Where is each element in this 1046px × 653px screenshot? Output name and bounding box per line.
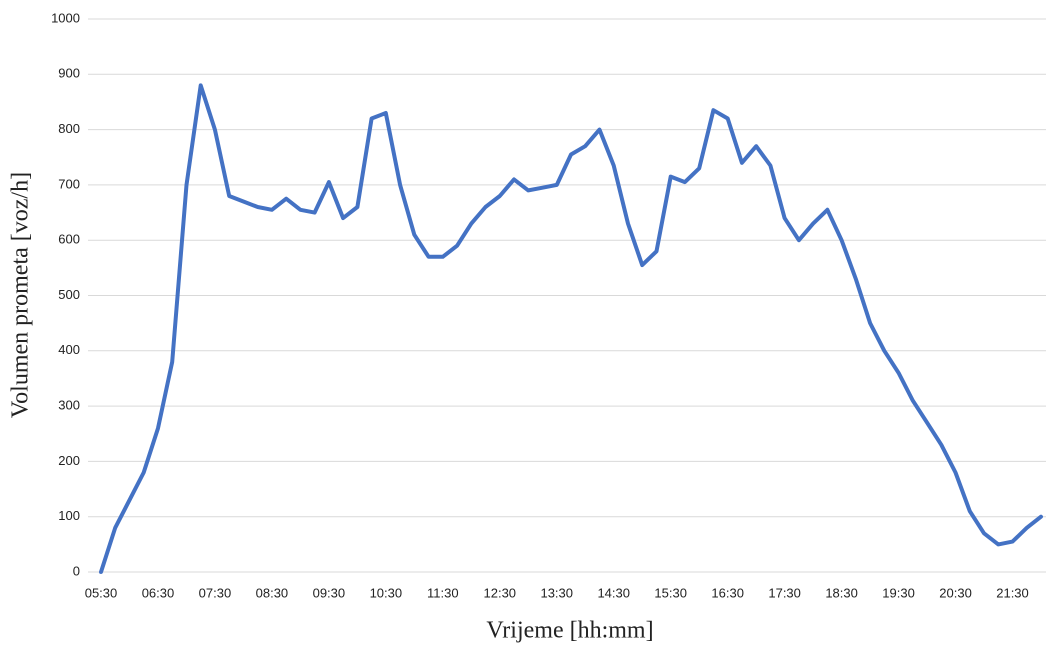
y-axis-title: Volumen prometa [voz/h] [8, 172, 34, 418]
x-tick-label: 14:30 [597, 585, 630, 600]
x-tick-label: 11:30 [427, 585, 459, 600]
y-tick-label: 800 [58, 121, 80, 136]
y-tick-label: 100 [58, 508, 80, 523]
x-tick-label: 05:30 [85, 585, 118, 600]
x-tick-label: 10:30 [370, 585, 403, 600]
x-tick-label: 12:30 [484, 585, 517, 600]
x-tick-label: 15:30 [654, 585, 687, 600]
x-tick-label: 19:30 [882, 585, 915, 600]
y-tick-label: 1000 [51, 10, 80, 25]
x-tick-label: 13:30 [540, 585, 573, 600]
x-tick-label: 07:30 [199, 585, 232, 600]
y-tick-label: 200 [58, 453, 80, 468]
x-tick-label: 21:30 [996, 585, 1029, 600]
x-tick-label: 18:30 [825, 585, 858, 600]
data-line [99, 83, 1043, 574]
x-tick-label: 06:30 [142, 585, 175, 600]
x-tick-label: 17:30 [768, 585, 801, 600]
x-tick-label: 20:30 [939, 585, 972, 600]
x-tick-label: 08:30 [256, 585, 289, 600]
y-tick-label: 500 [58, 287, 80, 302]
y-tick-label: 600 [58, 232, 80, 247]
x-tick-label: 16:30 [711, 585, 744, 600]
y-tick-label: 0 [73, 563, 80, 578]
y-tick-label: 400 [58, 342, 80, 357]
x-tick-label: 09:30 [313, 585, 346, 600]
x-axis-title: Vrijeme [hh:mm] [486, 618, 653, 644]
y-tick-label: 300 [58, 398, 80, 413]
y-tick-label: 700 [58, 176, 80, 191]
y-tick-label: 900 [58, 66, 80, 81]
